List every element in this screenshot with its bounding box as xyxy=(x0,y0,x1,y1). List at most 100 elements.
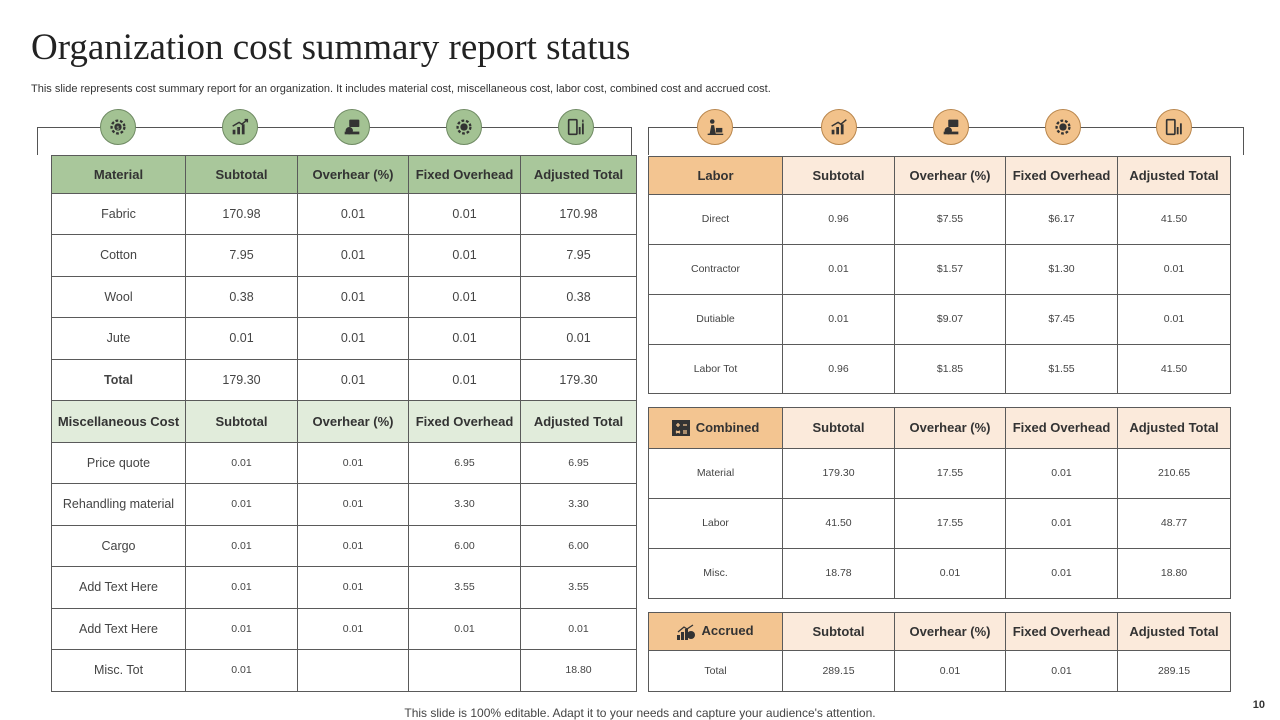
gear-dollar-icon: $ xyxy=(100,109,136,145)
row-label: Cargo xyxy=(51,525,186,567)
row-label: Misc. xyxy=(648,548,783,599)
cell: 0.01 xyxy=(297,359,409,401)
fixed-overhead-header: Fixed Overhead xyxy=(1005,407,1118,449)
table-row: Price quote 0.01 0.01 6.95 6.95 xyxy=(51,442,637,484)
table-row: Labor Tot 0.96 $1.85 $1.55 41.50 xyxy=(648,344,1231,394)
adjusted-total-header: Adjusted Total xyxy=(1117,612,1231,651)
gear-dollar-icon xyxy=(446,109,482,145)
overhear-header: Overhear (%) xyxy=(894,407,1006,449)
cell: 0.01 xyxy=(297,234,409,277)
page-title: Organization cost summary report status xyxy=(31,27,631,68)
row-label: Add Text Here xyxy=(51,566,186,609)
footer-note: This slide is 100% editable. Adapt it to… xyxy=(404,706,876,720)
overhear-header: Overhear (%) xyxy=(297,155,409,194)
table-row: Cargo 0.01 0.01 6.00 6.00 xyxy=(51,525,637,567)
labor-table: Labor Subtotal Overhear (%) Fixed Overhe… xyxy=(648,156,1231,394)
document-chart-icon xyxy=(1156,109,1192,145)
overhear-header: Overhear (%) xyxy=(894,156,1006,195)
growth-chart-icon xyxy=(821,109,857,145)
cell: 210.65 xyxy=(1117,448,1231,499)
cell: 0.01 xyxy=(297,193,409,235)
worker-cart-icon xyxy=(697,109,733,145)
cell: 7.95 xyxy=(185,234,298,277)
labor-header: Labor xyxy=(648,156,783,195)
cell: 0.01 xyxy=(185,566,298,609)
table-row: Contractor 0.01 $1.57 $1.30 0.01 xyxy=(648,244,1231,295)
cell: 0.01 xyxy=(408,359,521,401)
table-row: Fabric 170.98 0.01 0.01 170.98 xyxy=(51,193,637,235)
cell: 0.01 xyxy=(408,193,521,235)
row-label: Price quote xyxy=(51,442,186,484)
cell: 3.30 xyxy=(408,483,521,526)
cell: 3.55 xyxy=(520,566,637,609)
labor-header-row: Labor Subtotal Overhear (%) Fixed Overhe… xyxy=(648,156,1231,195)
document-chart-icon xyxy=(558,109,594,145)
cell: 0.01 xyxy=(185,649,298,692)
cell: 0.96 xyxy=(782,344,895,394)
table-row: Wool 0.38 0.01 0.01 0.38 xyxy=(51,276,637,318)
cell: 18.80 xyxy=(1117,548,1231,599)
accrued-header-label: Accrued xyxy=(701,623,754,639)
cell: 0.01 xyxy=(408,317,521,360)
subtotal-header: Subtotal xyxy=(782,156,895,195)
row-label: Rehandling material xyxy=(51,483,186,526)
row-label: Total xyxy=(51,359,186,401)
cell: $9.07 xyxy=(894,294,1006,345)
cell: 0.01 xyxy=(297,483,409,526)
cell: 3.55 xyxy=(408,566,521,609)
cell: 0.01 xyxy=(1117,244,1231,295)
adjusted-total-header: Adjusted Total xyxy=(520,400,637,443)
cell: 179.30 xyxy=(520,359,637,401)
cell: $6.17 xyxy=(1005,194,1118,245)
row-label: Cotton xyxy=(51,234,186,277)
table-row: Cotton 7.95 0.01 0.01 7.95 xyxy=(51,234,637,277)
row-label: Material xyxy=(648,448,783,499)
fixed-overhead-header: Fixed Overhead xyxy=(1005,156,1118,195)
cell: 0.96 xyxy=(782,194,895,245)
cell: $1.30 xyxy=(1005,244,1118,295)
cell: 289.15 xyxy=(782,650,895,692)
cell xyxy=(408,649,521,692)
row-label: Wool xyxy=(51,276,186,318)
cell: 0.01 xyxy=(185,483,298,526)
row-label: Add Text Here xyxy=(51,608,186,650)
cell: $1.85 xyxy=(894,344,1006,394)
table-row: Add Text Here 0.01 0.01 3.55 3.55 xyxy=(51,566,637,609)
row-label: Dutiable xyxy=(648,294,783,345)
cell: 0.01 xyxy=(297,525,409,567)
table-row: Misc. Tot 0.01 18.80 xyxy=(51,649,637,692)
material-misc-table: Material Subtotal Overhear (%) Fixed Ove… xyxy=(51,155,637,692)
money-chart-icon xyxy=(677,624,696,640)
accrued-header-row: Accrued Subtotal Overhear (%) Fixed Over… xyxy=(648,612,1231,651)
cell: 41.50 xyxy=(1117,194,1231,245)
cell: 0.01 xyxy=(894,650,1006,692)
table-row: Rehandling material 0.01 0.01 3.30 3.30 xyxy=(51,483,637,526)
table-row: Labor 41.50 17.55 0.01 48.77 xyxy=(648,498,1231,549)
adjusted-total-header: Adjusted Total xyxy=(1117,156,1231,195)
row-label: Contractor xyxy=(648,244,783,295)
money-hand-icon xyxy=(334,109,370,145)
cell: 0.01 xyxy=(185,317,298,360)
row-label: Total xyxy=(648,650,783,692)
table-row: Total 289.15 0.01 0.01 289.15 xyxy=(648,650,1231,692)
gear-dollar-icon xyxy=(1045,109,1081,145)
table-row: Jute 0.01 0.01 0.01 0.01 xyxy=(51,317,637,360)
table-row: Total 179.30 0.01 0.01 179.30 xyxy=(51,359,637,401)
cell: 0.01 xyxy=(185,608,298,650)
cell: 0.01 xyxy=(408,276,521,318)
cell: 0.01 xyxy=(1117,294,1231,345)
cell: $7.45 xyxy=(1005,294,1118,345)
cell: 0.01 xyxy=(297,442,409,484)
cell: 0.01 xyxy=(185,525,298,567)
cell: 17.55 xyxy=(894,448,1006,499)
cell: 0.01 xyxy=(782,244,895,295)
subtotal-header: Subtotal xyxy=(185,400,298,443)
cell: 0.01 xyxy=(297,276,409,318)
cell: $7.55 xyxy=(894,194,1006,245)
cell: 48.77 xyxy=(1117,498,1231,549)
table-row: Material 179.30 17.55 0.01 210.65 xyxy=(648,448,1231,499)
row-label: Direct xyxy=(648,194,783,245)
cell: 0.01 xyxy=(408,234,521,277)
adjusted-total-header: Adjusted Total xyxy=(1117,407,1231,449)
table-row: Misc. 18.78 0.01 0.01 18.80 xyxy=(648,548,1231,599)
